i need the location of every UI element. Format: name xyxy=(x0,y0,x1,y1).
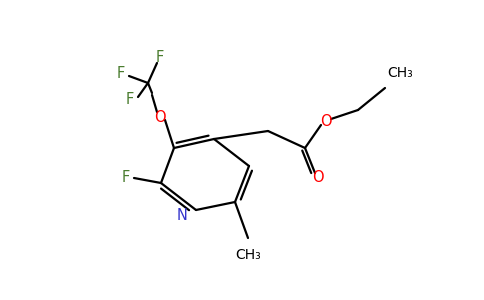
Text: O: O xyxy=(154,110,166,124)
Text: F: F xyxy=(156,50,164,65)
Text: N: N xyxy=(177,208,188,223)
Text: O: O xyxy=(320,115,332,130)
Text: F: F xyxy=(117,65,125,80)
Text: F: F xyxy=(122,170,130,185)
Text: O: O xyxy=(312,170,324,185)
Text: F: F xyxy=(126,92,134,107)
Text: CH₃: CH₃ xyxy=(235,248,261,262)
Text: CH₃: CH₃ xyxy=(387,66,413,80)
